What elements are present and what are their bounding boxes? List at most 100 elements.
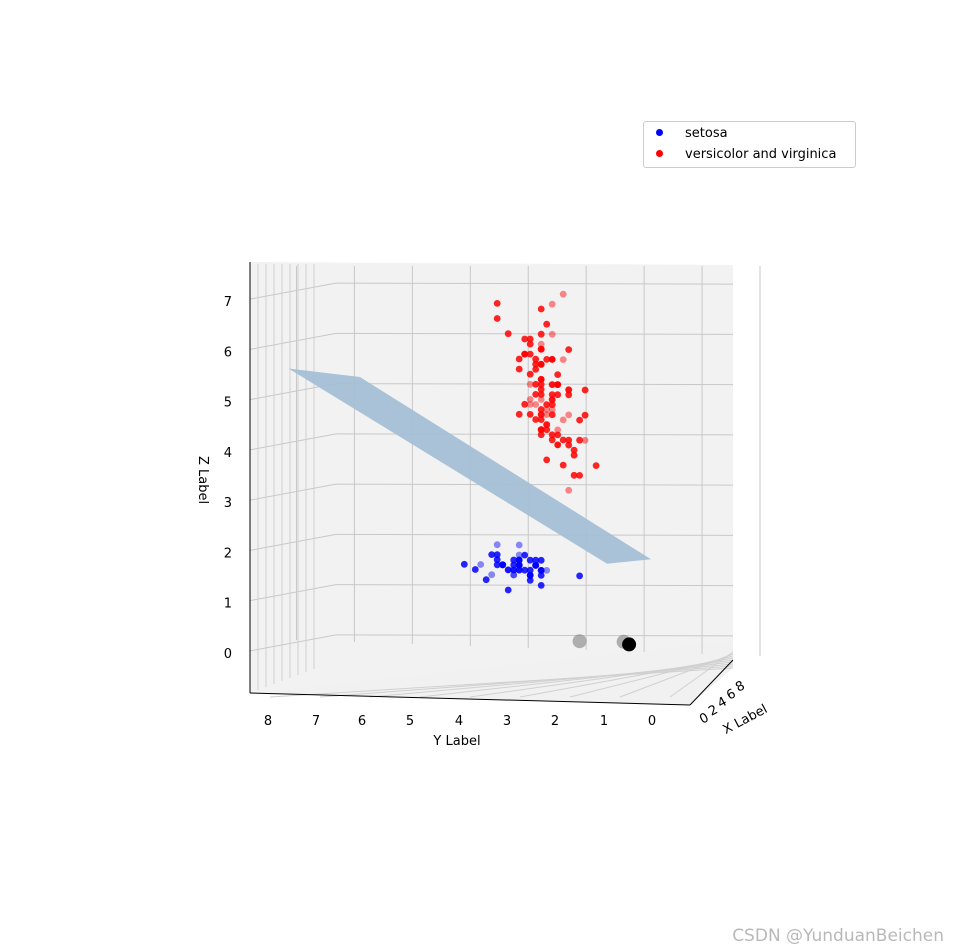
point-versicolor-virginica [581, 436, 589, 444]
point-setosa [515, 541, 523, 549]
z-tick-label: 7 [224, 295, 232, 310]
point-versicolor-virginica [537, 416, 545, 423]
point-versicolor-virginica [526, 335, 534, 343]
point-setosa [488, 571, 496, 579]
point-setosa [504, 566, 512, 574]
point-setosa [488, 551, 496, 558]
z-tick-label: 4 [224, 446, 232, 461]
watermark: CSDN @YunduanBeichen [732, 926, 944, 946]
point-setosa [510, 566, 518, 574]
point-versicolor-virginica [565, 486, 573, 494]
point-setosa [493, 541, 501, 549]
grid-line-z-side [249, 584, 337, 602]
point-versicolor-virginica [543, 421, 551, 429]
point-setosa [526, 576, 534, 584]
point-versicolor-virginica [537, 330, 545, 338]
point-versicolor-virginica [537, 381, 545, 388]
point-versicolor-virginica [554, 391, 562, 399]
point-setosa [543, 567, 551, 574]
point-setosa [526, 566, 534, 574]
point-versicolor-virginica [532, 391, 540, 398]
projected-points [572, 634, 637, 652]
point-versicolor-virginica [554, 426, 562, 434]
grid-line-floor [319, 665, 734, 698]
point-setosa [471, 566, 479, 573]
point-versicolor-virginica [493, 315, 501, 322]
point-versicolor-virginica [565, 346, 573, 353]
point-setosa [493, 561, 501, 569]
point-versicolor-virginica [548, 356, 556, 363]
point-versicolor-virginica [537, 305, 545, 313]
point-versicolor-virginica [565, 436, 573, 444]
grid-line-floor [569, 655, 734, 698]
legend-marker-versicolor-virginica [656, 150, 663, 157]
legend-label-versicolor-virginica: versicolor and virginica [685, 147, 837, 162]
point-versicolor-virginica [565, 441, 573, 449]
point-versicolor-virginica [565, 386, 573, 394]
point-versicolor-virginica [548, 300, 556, 308]
z-tick-label: 1 [224, 597, 232, 612]
point-setosa [493, 551, 501, 559]
point-versicolor-virginica [526, 401, 534, 408]
point-setosa [499, 561, 507, 569]
point-versicolor-virginica [548, 381, 556, 388]
point-setosa [515, 551, 523, 559]
axis-lines [249, 262, 734, 706]
point-versicolor-virginica [543, 356, 551, 363]
z-axis-label: Z Label [195, 456, 210, 504]
point-setosa [521, 566, 529, 574]
point-setosa [510, 561, 518, 569]
point-versicolor-virginica [515, 365, 523, 373]
point-versicolor-virginica [532, 401, 540, 408]
legend-item-setosa: setosa [656, 124, 728, 144]
projected-point [622, 637, 637, 652]
point-versicolor-virginica [543, 406, 551, 413]
point-versicolor-virginica [554, 381, 562, 388]
point-versicolor-virginica [559, 356, 567, 363]
point-versicolor-virginica [526, 350, 534, 358]
x-tick-label: 8 [733, 678, 747, 695]
point-versicolor-virginica [548, 431, 556, 439]
grid-line-z [335, 332, 734, 335]
z-tick-label: 6 [224, 345, 232, 360]
grid-line-floor [669, 651, 734, 698]
z-tick-label: 2 [224, 546, 232, 561]
point-versicolor-virginica [532, 360, 540, 368]
point-versicolor-virginica [576, 472, 583, 479]
grid-line-z-side [249, 533, 337, 551]
point-versicolor-virginica [526, 396, 534, 403]
point-setosa [515, 566, 523, 574]
point-versicolor-virginica [543, 401, 551, 408]
point-setosa [493, 556, 501, 564]
point-setosa [532, 561, 540, 569]
point-setosa [510, 571, 518, 579]
grid-line-z [335, 634, 734, 637]
y-tick-label: 7 [312, 714, 320, 729]
point-versicolor-virginica [576, 416, 583, 424]
point-setosa [537, 556, 545, 564]
point-setosa [510, 556, 518, 564]
point-versicolor-virginica [532, 416, 540, 423]
point-versicolor-virginica [521, 400, 529, 408]
point-setosa [537, 582, 545, 589]
grid-line-z-side [249, 282, 337, 300]
point-versicolor-virginica [554, 441, 562, 449]
grid-line-floor [269, 667, 734, 698]
grid-line-z-side [249, 332, 337, 350]
grid-line-z [335, 584, 734, 587]
x-axis-line [689, 659, 734, 706]
point-setosa [460, 560, 468, 568]
grid-line-z-side [249, 634, 337, 652]
grid-line-z [335, 533, 734, 536]
point-versicolor-virginica [537, 376, 545, 383]
point-versicolor-virginica [543, 320, 551, 328]
grid-line-z [335, 282, 734, 285]
point-setosa [576, 572, 583, 580]
point-versicolor-virginica [548, 436, 556, 444]
point-versicolor-virginica [537, 345, 545, 353]
point-versicolor-virginica [565, 411, 573, 419]
point-setosa [515, 556, 523, 564]
y-tick-label: 5 [406, 714, 414, 729]
point-versicolor-virginica [554, 441, 562, 449]
